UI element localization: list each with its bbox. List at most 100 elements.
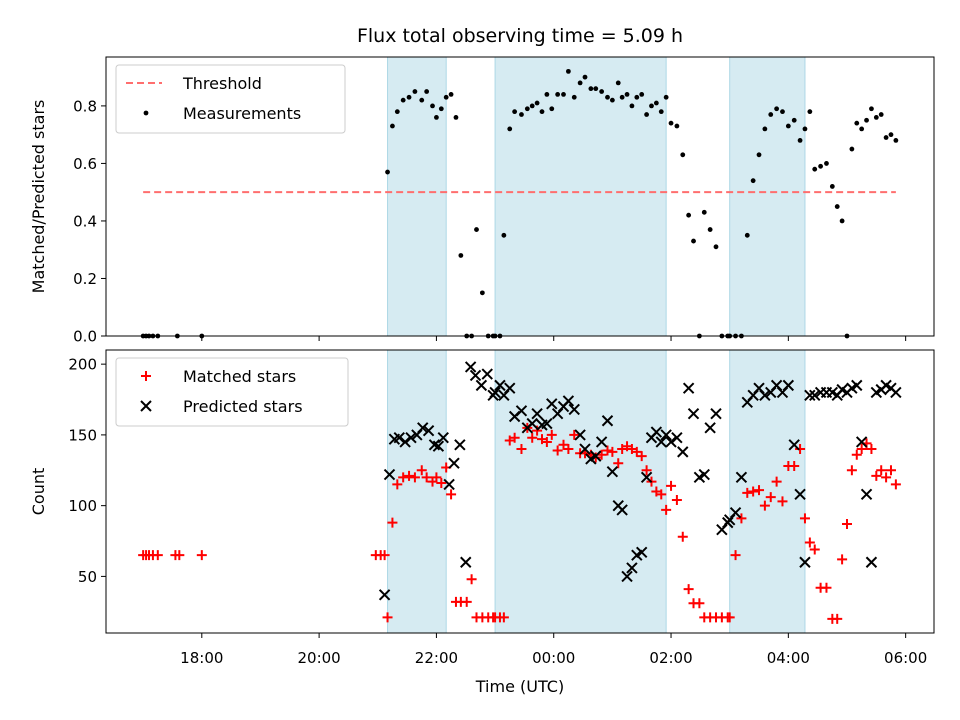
predicted-stars-point [626, 562, 638, 574]
matched-stars-point [771, 476, 782, 487]
matched-stars-point [809, 544, 820, 555]
measurements-point [385, 169, 390, 175]
matched-stars-point [736, 513, 747, 524]
x-ticks-top [201, 336, 907, 341]
predicted-stars-point [804, 389, 816, 401]
x-tick-label: 22:00 [415, 649, 458, 667]
legend-label: Threshold [182, 74, 262, 93]
shaded-interval [729, 349, 806, 634]
predicted-stars-point [735, 471, 748, 484]
y-tick-label: 100 [68, 497, 97, 515]
y-tick-label: 0.2 [73, 270, 97, 288]
x-tick-label: 04:00 [767, 649, 810, 667]
measurements-point [448, 91, 454, 97]
matched-stars-point [748, 486, 759, 497]
x-tick-label: 02:00 [649, 649, 692, 667]
predicted-stars-point [393, 432, 405, 444]
predicted-stars-point [562, 395, 575, 407]
matched-stars-point [730, 550, 741, 561]
legend-label: Matched stars [183, 367, 296, 386]
predicted-stars-point [454, 439, 466, 451]
predicted-stars-point [546, 398, 558, 410]
matched-stars-point [563, 444, 574, 455]
measurements-point [888, 132, 894, 138]
marks-top [140, 68, 899, 339]
matched-stars-point [656, 489, 667, 500]
matched-stars-point [387, 517, 398, 528]
measurements-point [629, 103, 635, 109]
matched-stars-point [516, 444, 527, 455]
predicted-stars-point [687, 407, 700, 420]
matched-stars-point [152, 550, 163, 561]
matched-stars-point [754, 485, 765, 496]
predicted-stars-point [665, 436, 677, 448]
measurements-point [824, 161, 829, 166]
predicted-stars-point [710, 407, 722, 420]
measurements-point [883, 135, 889, 140]
measurements-point [644, 112, 649, 117]
predicted-stars-point [422, 424, 435, 437]
predicted-stars-point [860, 488, 873, 501]
measurements-point [859, 126, 865, 132]
shaded-intervals-bottom [387, 349, 806, 634]
y-tick-label: 0.6 [73, 155, 97, 173]
measurements-point [839, 218, 845, 224]
predicted-stars-point [601, 415, 614, 427]
measurements-point [668, 120, 674, 126]
predicted-stars-point [515, 405, 528, 417]
matched-stars-point [613, 458, 624, 469]
matched-stars-point [498, 612, 509, 623]
predicted-stars-point [475, 379, 488, 392]
measurements-point [686, 212, 692, 218]
matched-stars-point [174, 550, 185, 561]
shaded-interval [494, 56, 667, 337]
predicted-stars-point [541, 417, 553, 430]
predicted-stars-point [635, 546, 648, 559]
measurements-point [849, 146, 855, 152]
matched-stars-point [885, 465, 896, 476]
predicted-stars-point [568, 403, 580, 416]
matched-stars-point [765, 492, 776, 503]
matched-stars-point [851, 449, 862, 460]
y-axis-label-top: Matched/Predicted stars [29, 100, 48, 294]
matched-stars-point [777, 496, 788, 507]
matched-stars-point [569, 429, 580, 440]
predicted-stars-point [448, 457, 460, 469]
measurements-point [663, 94, 669, 100]
matched-stars-point [837, 554, 848, 565]
measurements-point [756, 152, 762, 158]
predicted-stars-point [809, 389, 821, 401]
matched-stars-point [683, 584, 694, 595]
measurements-point [674, 123, 680, 129]
legend-swatch [141, 371, 151, 381]
predicted-stars-point [489, 386, 501, 399]
measurements-point [639, 91, 645, 97]
predicted-stars-point [574, 429, 586, 441]
y-tick-label: 0.8 [73, 97, 97, 115]
measurements-point [834, 204, 840, 209]
matched-stars-point [527, 432, 538, 443]
measurements-point [577, 80, 583, 86]
measurements-point [412, 89, 418, 94]
axes-frame-top [105, 56, 935, 337]
measurements-point [750, 178, 756, 184]
predicted-stars-point [399, 436, 411, 448]
matched-stars-point [666, 480, 677, 491]
predicted-stars-point [460, 556, 472, 568]
predicted-stars-point [851, 379, 863, 392]
measurements-point [785, 123, 791, 129]
measurements-point [593, 86, 599, 92]
matched-stars-point [461, 596, 472, 607]
shaded-interval [729, 56, 806, 337]
panel-counts: 50 100 150 200 18:00 20:00 22:00 00:00 02:00 04:… [29, 349, 935, 667]
shaded-interval [387, 349, 447, 634]
measurements-point [424, 89, 430, 94]
matched-stars-point [871, 470, 882, 481]
measurements-point [529, 103, 535, 109]
matched-stars-point [398, 472, 409, 483]
predicted-stars-point [579, 443, 591, 455]
predicted-stars-point [640, 471, 653, 484]
matched-stars-point [636, 451, 647, 462]
measurements-point [615, 80, 621, 86]
